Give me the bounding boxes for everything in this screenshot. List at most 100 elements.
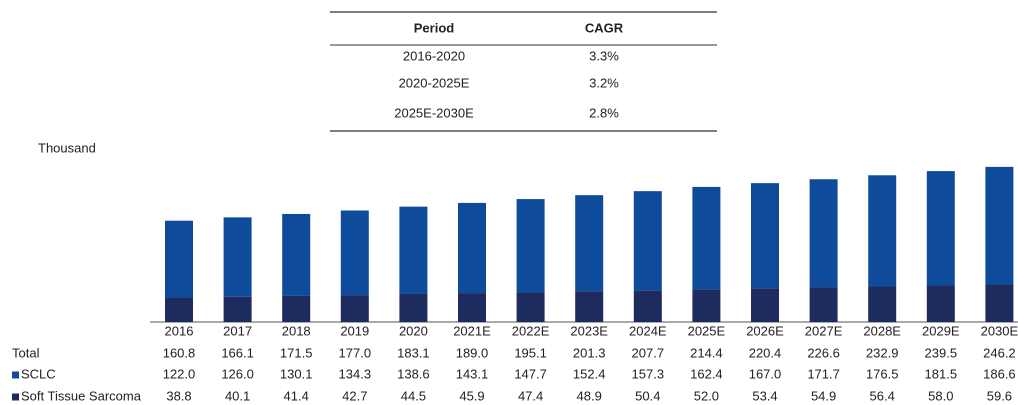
data-cell: 189.0 <box>456 345 489 360</box>
bar-segment <box>282 295 311 322</box>
x-tick-label: 2021E <box>453 323 491 338</box>
bar-segment <box>340 295 369 322</box>
table-cell: 2020-2025E <box>399 75 470 90</box>
data-cell: 201.3 <box>573 345 606 360</box>
data-cell: 59.6 <box>987 388 1012 403</box>
bar-segment <box>751 183 779 289</box>
data-cell: 207.7 <box>632 345 665 360</box>
bar-segment <box>926 285 955 322</box>
table-cell: 2.8% <box>589 105 619 120</box>
data-cell: 177.0 <box>339 345 372 360</box>
table-cell: 2016-2020 <box>403 48 465 63</box>
bar-segment <box>399 206 428 294</box>
bar-segment <box>692 186 721 290</box>
bar-segment <box>926 171 955 286</box>
data-cell: 52.0 <box>694 388 719 403</box>
bar-segment <box>985 284 1014 322</box>
data-cell: 162.4 <box>690 366 723 381</box>
data-cell: 41.4 <box>284 388 309 403</box>
data-cell: 166.1 <box>221 345 254 360</box>
data-cell: 152.4 <box>573 366 606 381</box>
data-cell: 195.1 <box>514 345 547 360</box>
row-label: Total <box>12 345 40 360</box>
data-cell: 44.5 <box>401 388 426 403</box>
legend-label: Soft Tissue Sarcoma <box>21 388 142 403</box>
bar-segment <box>633 290 662 322</box>
data-cell: 38.8 <box>166 388 191 403</box>
bar-segment <box>575 291 604 322</box>
data-cell: 160.8 <box>163 345 196 360</box>
bar-segment <box>751 288 779 322</box>
data-cell: 232.9 <box>866 345 899 360</box>
x-tick-label: 2017 <box>223 323 252 338</box>
bar-segment <box>223 217 252 297</box>
x-tick-label: 2029E <box>922 323 960 338</box>
table-header: CAGR <box>585 20 624 35</box>
data-cell: 176.5 <box>866 366 899 381</box>
x-tick-label: 2022E <box>512 323 550 338</box>
table-header: Period <box>414 20 455 35</box>
bar-segment <box>282 213 311 296</box>
bar-segment <box>809 179 838 288</box>
bar-segment <box>516 292 545 322</box>
x-tick-label: 2026E <box>746 323 784 338</box>
data-cell: 157.3 <box>632 366 665 381</box>
data-cell: 171.7 <box>807 366 840 381</box>
x-tick-label: 2020 <box>399 323 428 338</box>
data-cell: 186.6 <box>983 366 1016 381</box>
data-cell: 220.4 <box>749 345 782 360</box>
data-cell: 58.0 <box>928 388 953 403</box>
data-cell: 246.2 <box>983 345 1016 360</box>
data-cell: 134.3 <box>339 366 372 381</box>
bar-segment <box>458 293 486 322</box>
bar-segment <box>516 199 545 293</box>
data-cell: 130.1 <box>280 366 313 381</box>
data-cell: 122.0 <box>163 366 196 381</box>
bar-segment <box>985 166 1014 285</box>
bar-segment <box>340 210 369 296</box>
data-cell: 214.4 <box>690 345 723 360</box>
x-tick-label: 2018 <box>282 323 311 338</box>
x-tick-label: 2025E <box>688 323 726 338</box>
bar-segment <box>575 195 604 292</box>
data-cell: 53.4 <box>752 388 777 403</box>
data-cell: 181.5 <box>925 366 958 381</box>
data-cell: 143.1 <box>456 366 489 381</box>
x-tick-label: 2023E <box>570 323 608 338</box>
data-cell: 167.0 <box>749 366 782 381</box>
legend-swatch <box>12 393 19 401</box>
data-cell: 226.6 <box>807 345 840 360</box>
bar-segment <box>223 296 252 322</box>
legend-swatch <box>12 371 19 379</box>
data-cell: 239.5 <box>925 345 958 360</box>
data-cell: 171.5 <box>280 345 313 360</box>
bar-segment <box>165 297 193 322</box>
unit-label: Thousand <box>38 140 96 155</box>
legend-label: SCLC <box>21 366 56 381</box>
data-cell: 45.9 <box>459 388 484 403</box>
data-cell: 56.4 <box>870 388 895 403</box>
x-tick-label: 2030E <box>981 323 1018 338</box>
table-cell: 2025E-2030E <box>394 105 474 120</box>
x-tick-label: 2024E <box>629 323 667 338</box>
bar-segment <box>809 287 838 322</box>
table-cell: 3.2% <box>589 75 619 90</box>
data-cell: 54.9 <box>811 388 836 403</box>
data-cell: 42.7 <box>342 388 367 403</box>
data-cell: 47.4 <box>518 388 543 403</box>
bar-segment <box>868 175 897 287</box>
table-cell: 3.3% <box>589 48 619 63</box>
data-cell: 50.4 <box>635 388 660 403</box>
x-tick-label: 2016 <box>165 323 194 338</box>
x-tick-label: 2027E <box>805 323 843 338</box>
bar-segment <box>868 286 897 322</box>
data-cell: 183.1 <box>397 345 430 360</box>
bar-segment <box>633 191 662 291</box>
data-cell: 147.7 <box>514 366 547 381</box>
x-tick-label: 2019 <box>340 323 369 338</box>
data-cell: 126.0 <box>221 366 254 381</box>
data-cell: 138.6 <box>397 366 430 381</box>
data-cell: 40.1 <box>225 388 250 403</box>
bar-segment <box>692 289 721 322</box>
